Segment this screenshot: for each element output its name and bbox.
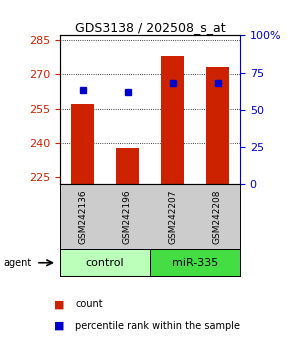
Text: agent: agent (3, 258, 31, 268)
Title: GDS3138 / 202508_s_at: GDS3138 / 202508_s_at (75, 21, 225, 34)
Bar (116, 148, 139, 184)
Text: ■: ■ (54, 321, 64, 331)
Text: percentile rank within the sample: percentile rank within the sample (75, 321, 240, 331)
Text: GSM242136: GSM242136 (78, 189, 87, 244)
Bar (150, 249, 240, 276)
Text: miR-335: miR-335 (172, 258, 218, 268)
Bar (60, 249, 150, 276)
Bar (206, 67, 229, 184)
Text: GSM242208: GSM242208 (213, 189, 222, 244)
Text: GSM242207: GSM242207 (168, 189, 177, 244)
Text: GSM242196: GSM242196 (123, 189, 132, 244)
Bar (161, 56, 184, 184)
Bar (71, 103, 94, 184)
Text: ■: ■ (54, 299, 64, 309)
Text: count: count (75, 299, 103, 309)
Text: control: control (86, 258, 124, 268)
